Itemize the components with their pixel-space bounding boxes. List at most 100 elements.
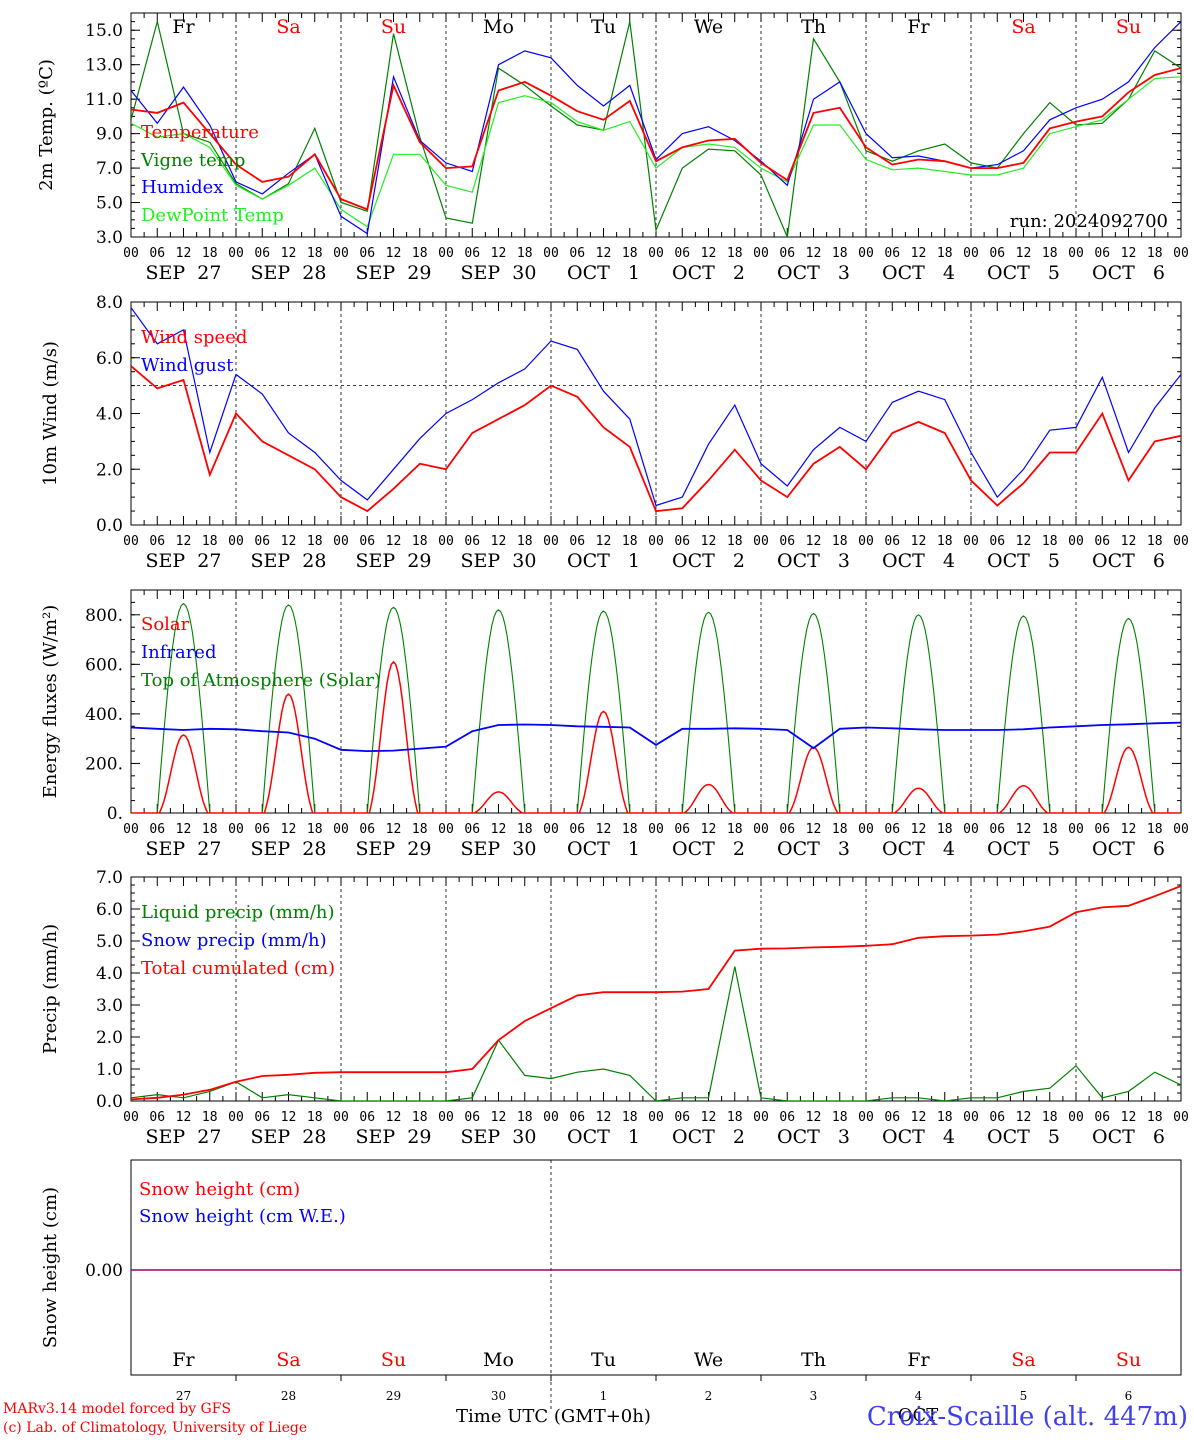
- day-number-label: 3: [810, 1389, 818, 1403]
- hour-tick-label: 00: [963, 822, 979, 837]
- hour-tick-label: 06: [464, 246, 480, 261]
- hour-tick-label: 00: [333, 822, 349, 837]
- hour-tick-label: 12: [176, 822, 192, 837]
- hour-tick-label: 00: [438, 246, 454, 261]
- hour-tick-label: 06: [149, 822, 165, 837]
- hour-tick-label: 00: [228, 1110, 244, 1125]
- y-tick-label: 6.0: [96, 349, 123, 369]
- hour-tick-label: 18: [517, 822, 533, 837]
- hour-tick-label: 12: [596, 246, 612, 261]
- series-line-wind-gust: [131, 307, 1181, 507]
- weekday-label: Fr: [907, 1349, 930, 1371]
- hour-tick-label: 06: [779, 1110, 795, 1125]
- date-label: SEP 28: [251, 550, 327, 572]
- date-label: SEP 27: [146, 1126, 222, 1148]
- hour-tick-label: 18: [832, 1110, 848, 1125]
- model-label: MARv3.14 model forced by GFS: [3, 1401, 232, 1417]
- hour-tick-label: 18: [937, 534, 953, 549]
- hour-tick-label: 12: [806, 534, 822, 549]
- hour-tick-label: 12: [806, 822, 822, 837]
- y-tick-label: 4.0: [96, 405, 123, 425]
- weekday-label: Tu: [591, 1349, 616, 1371]
- date-label: SEP 29: [356, 1126, 432, 1148]
- hour-tick-label: 12: [596, 534, 612, 549]
- weekday-label: Fr: [172, 16, 195, 38]
- hour-tick-label: 12: [806, 1110, 822, 1125]
- date-label: OCT 6: [1092, 838, 1165, 860]
- hour-tick-label: 06: [674, 1110, 690, 1125]
- date-label: OCT 2: [672, 1126, 745, 1148]
- hour-tick-label: 06: [779, 246, 795, 261]
- y-tick-label: 8.0: [96, 293, 123, 313]
- date-label: SEP 30: [461, 262, 537, 284]
- series-line-infrared: [131, 721, 1181, 753]
- series-line-dewpoint-temp: [131, 76, 1181, 228]
- y-tick-label: 15.0: [85, 21, 123, 41]
- day-number-label: 4: [915, 1389, 923, 1403]
- hour-tick-label: 06: [674, 822, 690, 837]
- weekday-label: Sa: [276, 16, 300, 38]
- legend-entry: Liquid precip (mm/h): [141, 902, 335, 923]
- weekday-label: Su: [381, 16, 406, 38]
- hour-tick-label: 06: [254, 246, 270, 261]
- weekday-label: Th: [801, 16, 826, 38]
- date-label: OCT 5: [987, 838, 1060, 860]
- hour-tick-label: 06: [254, 1110, 270, 1125]
- panel-2: 00 06 12 18 00 06 12 18 00 06 12 18 00 06 12 18 00 06 12 18…: [40, 293, 1189, 572]
- hour-tick-label: 18: [202, 822, 218, 837]
- y-tick-label: 800.: [85, 606, 123, 626]
- hour-tick-label: 18: [1147, 246, 1163, 261]
- legend-entry: Snow precip (mm/h): [141, 930, 327, 951]
- hour-tick-label: 00: [1173, 246, 1189, 261]
- hour-tick-label: 00: [648, 534, 664, 549]
- hour-tick-label: 06: [569, 534, 585, 549]
- hour-tick-label: 06: [1094, 1110, 1110, 1125]
- hour-tick-label: 00: [753, 822, 769, 837]
- date-label: SEP 27: [146, 550, 222, 572]
- date-label: OCT 5: [987, 1126, 1060, 1148]
- hour-tick-label: 06: [359, 246, 375, 261]
- hour-tick-label: 06: [464, 1110, 480, 1125]
- hour-tick-label: 00: [438, 534, 454, 549]
- hour-tick-label: 12: [911, 246, 927, 261]
- hour-tick-label: 06: [254, 822, 270, 837]
- hour-tick-label: 06: [569, 822, 585, 837]
- hour-tick-label: 12: [281, 1110, 297, 1125]
- y-tick-label: 11.0: [85, 90, 123, 110]
- y-tick-label: 600.: [85, 655, 123, 675]
- date-label: OCT 5: [987, 550, 1060, 572]
- hour-tick-label: 18: [1147, 1110, 1163, 1125]
- legend-entry: Humidex: [141, 177, 223, 198]
- hour-tick-label: 12: [386, 1110, 402, 1125]
- hour-tick-label: 18: [832, 822, 848, 837]
- legend-entry: DewPoint Temp: [141, 205, 284, 226]
- hour-tick-label: 00: [753, 1110, 769, 1125]
- date-label: OCT 4: [882, 262, 955, 284]
- hour-tick-label: 12: [701, 1110, 717, 1125]
- date-label: OCT 6: [1092, 262, 1165, 284]
- hour-tick-label: 00: [543, 246, 559, 261]
- hour-tick-label: 00: [228, 246, 244, 261]
- hour-tick-label: 12: [1121, 246, 1137, 261]
- hour-tick-label: 06: [359, 822, 375, 837]
- hour-tick-label: 12: [176, 246, 192, 261]
- panel-4: 00 06 12 18 00 06 12 18 00 06 12 18 00 06 12 18 00 06 12 18…: [40, 868, 1189, 1148]
- hour-tick-label: 12: [911, 822, 927, 837]
- lab-label: (c) Lab. of Climatology, University of L…: [3, 1420, 308, 1436]
- hour-tick-label: 00: [1173, 534, 1189, 549]
- date-label: OCT 3: [777, 550, 850, 572]
- y-tick-label: 0.0: [96, 516, 123, 536]
- hour-tick-label: 18: [307, 246, 323, 261]
- hour-tick-label: 06: [989, 822, 1005, 837]
- day-number-label: 27: [176, 1389, 191, 1403]
- date-label: SEP 30: [461, 1126, 537, 1148]
- y-tick-label: 7.0: [96, 159, 123, 179]
- hour-tick-label: 06: [464, 822, 480, 837]
- y-tick-label: 4.0: [96, 964, 123, 984]
- y-tick-label: 400.: [85, 705, 123, 725]
- hour-tick-label: 00: [963, 534, 979, 549]
- hour-tick-label: 06: [569, 1110, 585, 1125]
- hour-tick-label: 00: [1173, 1110, 1189, 1125]
- hour-tick-label: 00: [438, 1110, 454, 1125]
